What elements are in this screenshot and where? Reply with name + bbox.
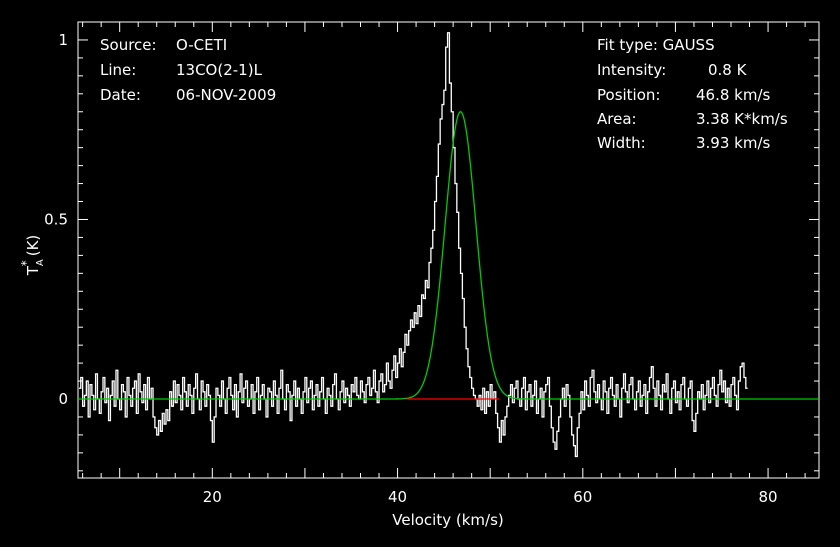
x-tick-label: 20 <box>203 488 222 506</box>
position-value: 46.8 km/s <box>696 86 771 104</box>
y-axis-label-main: T <box>24 265 42 276</box>
source-info-block: Source: O-CETI Line: 13CO(2-1)L Date: 06… <box>100 36 276 104</box>
y-tick-label: 0.5 <box>44 210 68 228</box>
x-tick-label: 80 <box>759 488 778 506</box>
y-axis-label: TA* (K) <box>19 235 46 277</box>
intensity-value: 0.8 K <box>708 61 748 79</box>
svg-text:TA*(K): TA* (K) <box>19 235 46 277</box>
y-axis-label-sub: A <box>35 259 46 266</box>
fit-type: Fit type: GAUSS <box>597 36 715 54</box>
gaussian-fit-line <box>78 111 819 400</box>
x-tick-label: 60 <box>573 488 592 506</box>
y-tick-label: 1 <box>58 31 68 49</box>
source-value: O-CETI <box>176 36 227 54</box>
date-value: 06-NOV-2009 <box>176 86 276 104</box>
fit-results-block: Fit type: GAUSS Intensity: 0.8 K Positio… <box>597 36 788 152</box>
plot-frame <box>77 21 820 479</box>
x-axis-label: Velocity (km/s) <box>392 511 503 529</box>
data-series <box>78 32 819 458</box>
area-value: 3.38 K*km/s <box>696 110 788 128</box>
y-axis-label-unit: (K) <box>24 235 42 257</box>
intensity-key: Intensity: <box>597 61 666 79</box>
x-tick-label: 40 <box>388 488 407 506</box>
width-key: Width: <box>597 134 646 152</box>
date-key: Date: <box>100 86 141 104</box>
position-key: Position: <box>597 86 660 104</box>
width-value: 3.93 km/s <box>696 134 771 152</box>
area-key: Area: <box>597 110 637 128</box>
line-value: 13CO(2-1)L <box>176 61 263 79</box>
tick-labels: 20 40 60 80 0 0.5 1 <box>44 31 777 506</box>
y-tick-label: 0 <box>58 390 68 408</box>
axis-ticks <box>78 21 819 478</box>
source-key: Source: <box>100 36 157 54</box>
y-axis-label-sup: * <box>19 260 33 266</box>
plot-border <box>77 21 820 479</box>
line-key: Line: <box>100 61 136 79</box>
spectrum-line <box>78 32 748 458</box>
